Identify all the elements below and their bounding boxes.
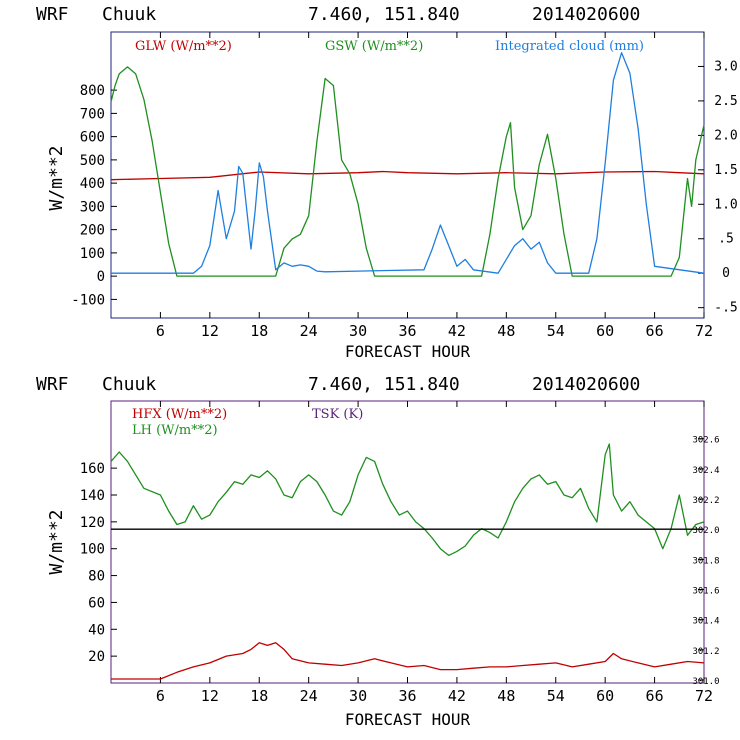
x-tick-label: 66 (646, 322, 664, 340)
header-date: 2014020600 (532, 4, 640, 25)
y-tick-label-right: 301.6 (692, 587, 719, 597)
y-tick-label-right: 302.2 (692, 496, 719, 506)
x-tick-label: 12 (201, 687, 219, 705)
y-tick-label-left: 500 (80, 153, 105, 169)
y-tick-label-right: 3.0 (714, 59, 737, 74)
plot-frame (110, 400, 705, 684)
y-tick-label-left: 0 (97, 269, 105, 285)
y-tick-label-right: 301.4 (692, 617, 719, 627)
y-tick-label-left: -100 (71, 292, 105, 308)
x-tick-label: 66 (646, 687, 664, 705)
x-axis-title: FORECAST HOUR (345, 342, 471, 361)
x-tick-label: 48 (497, 687, 515, 705)
header-station: Chuuk (102, 374, 156, 395)
x-tick-label: 30 (349, 687, 367, 705)
x-tick-label: 42 (448, 687, 466, 705)
y-tick-label-right: 301.0 (692, 677, 719, 687)
y-tick-label-left: 120 (80, 515, 105, 531)
x-tick-label: 6 (156, 687, 165, 705)
legend-entry: HFX (W/m**2) (132, 407, 227, 422)
x-tick-label: 36 (398, 687, 416, 705)
legend-entry: GLW (W/m**2) (135, 39, 232, 54)
x-tick-label: 42 (448, 322, 466, 340)
x-tick-label: 60 (596, 322, 614, 340)
y-tick-label-left: 20 (88, 649, 105, 665)
y-axis-title: W/m**2 (46, 509, 67, 574)
y-tick-label-left: 700 (80, 106, 105, 122)
x-tick-label: 24 (300, 322, 318, 340)
x-tick-label: 18 (250, 322, 268, 340)
series-line-1-1 (110, 170, 705, 181)
y-tick-label-left: 140 (80, 488, 105, 504)
series-line-2-2 (111, 642, 705, 680)
y-axis-title: W/m**2 (46, 145, 67, 210)
y-tick-label-left: 100 (80, 246, 105, 262)
x-tick-label: 36 (398, 322, 416, 340)
y-tick-label-left: 160 (80, 461, 105, 477)
y-tick-label-right: -.5 (714, 301, 737, 316)
y-tick-label-right: 0 (722, 266, 730, 281)
y-tick-label-right: 2.0 (714, 128, 737, 143)
x-tick-label: 54 (547, 322, 565, 340)
header-date: 2014020600 (532, 374, 640, 395)
y-tick-label-right: 302.4 (692, 466, 719, 476)
header-coords: 7.460, 151.840 (308, 4, 460, 25)
y-tick-label-left: 600 (80, 130, 105, 146)
x-axis-title: FORECAST HOUR (345, 710, 471, 729)
x-tick-label: 72 (695, 322, 713, 340)
y-tick-label-right: 2.5 (714, 94, 737, 109)
y-tick-label-right: 302.6 (692, 436, 719, 446)
y-tick-label-left: 200 (80, 223, 105, 239)
legend-entry: TSK (K) (312, 407, 363, 422)
y-tick-label-right: 301.8 (692, 556, 719, 566)
y-tick-label-left: 400 (80, 176, 105, 192)
y-tick-label-right: 302.0 (692, 526, 719, 536)
y-tick-label-left: 40 (88, 622, 105, 638)
legend-entry: GSW (W/m**2) (325, 39, 423, 54)
series-line-1-2 (110, 66, 705, 277)
y-tick-label-left: 80 (88, 569, 105, 585)
y-tick-label-left: 60 (88, 595, 105, 611)
x-tick-label: 30 (349, 322, 367, 340)
series-line-1-3 (111, 52, 705, 274)
x-tick-label: 48 (497, 322, 515, 340)
chart-panel-2: WRF Chuuk 7.460, 151.840 2014020600 6 12 18 24 3… (36, 374, 720, 729)
header-model: WRF (36, 4, 69, 25)
x-tick-label: 18 (250, 687, 268, 705)
header-coords: 7.460, 151.840 (308, 374, 460, 395)
x-tick-label: 72 (695, 687, 713, 705)
legend-entry: Integrated cloud (mm) (495, 39, 644, 54)
header-model: WRF (36, 374, 69, 395)
legend-entry: LH (W/m**2) (132, 423, 218, 438)
x-tick-label: 6 (156, 322, 165, 340)
y-tick-label-left: 800 (80, 83, 105, 99)
y-tick-label-left: 300 (80, 199, 105, 215)
y-tick-label-right: .5 (718, 232, 734, 247)
x-tick-label: 12 (201, 322, 219, 340)
y-tick-label-right: 1.0 (714, 197, 737, 212)
header-station: Chuuk (102, 4, 156, 25)
x-tick-label: 60 (596, 687, 614, 705)
x-tick-label: 54 (547, 687, 565, 705)
y-tick-label-left: 100 (80, 542, 105, 558)
series-line-2-1 (110, 443, 705, 557)
chart-panel-1: WRF Chuuk 7.460, 151.840 2014020600 6 12 18 24 3… (36, 4, 738, 361)
y-tick-label-right: 1.5 (714, 163, 737, 178)
x-tick-label: 24 (300, 687, 318, 705)
y-tick-label-right: 301.2 (692, 647, 719, 657)
